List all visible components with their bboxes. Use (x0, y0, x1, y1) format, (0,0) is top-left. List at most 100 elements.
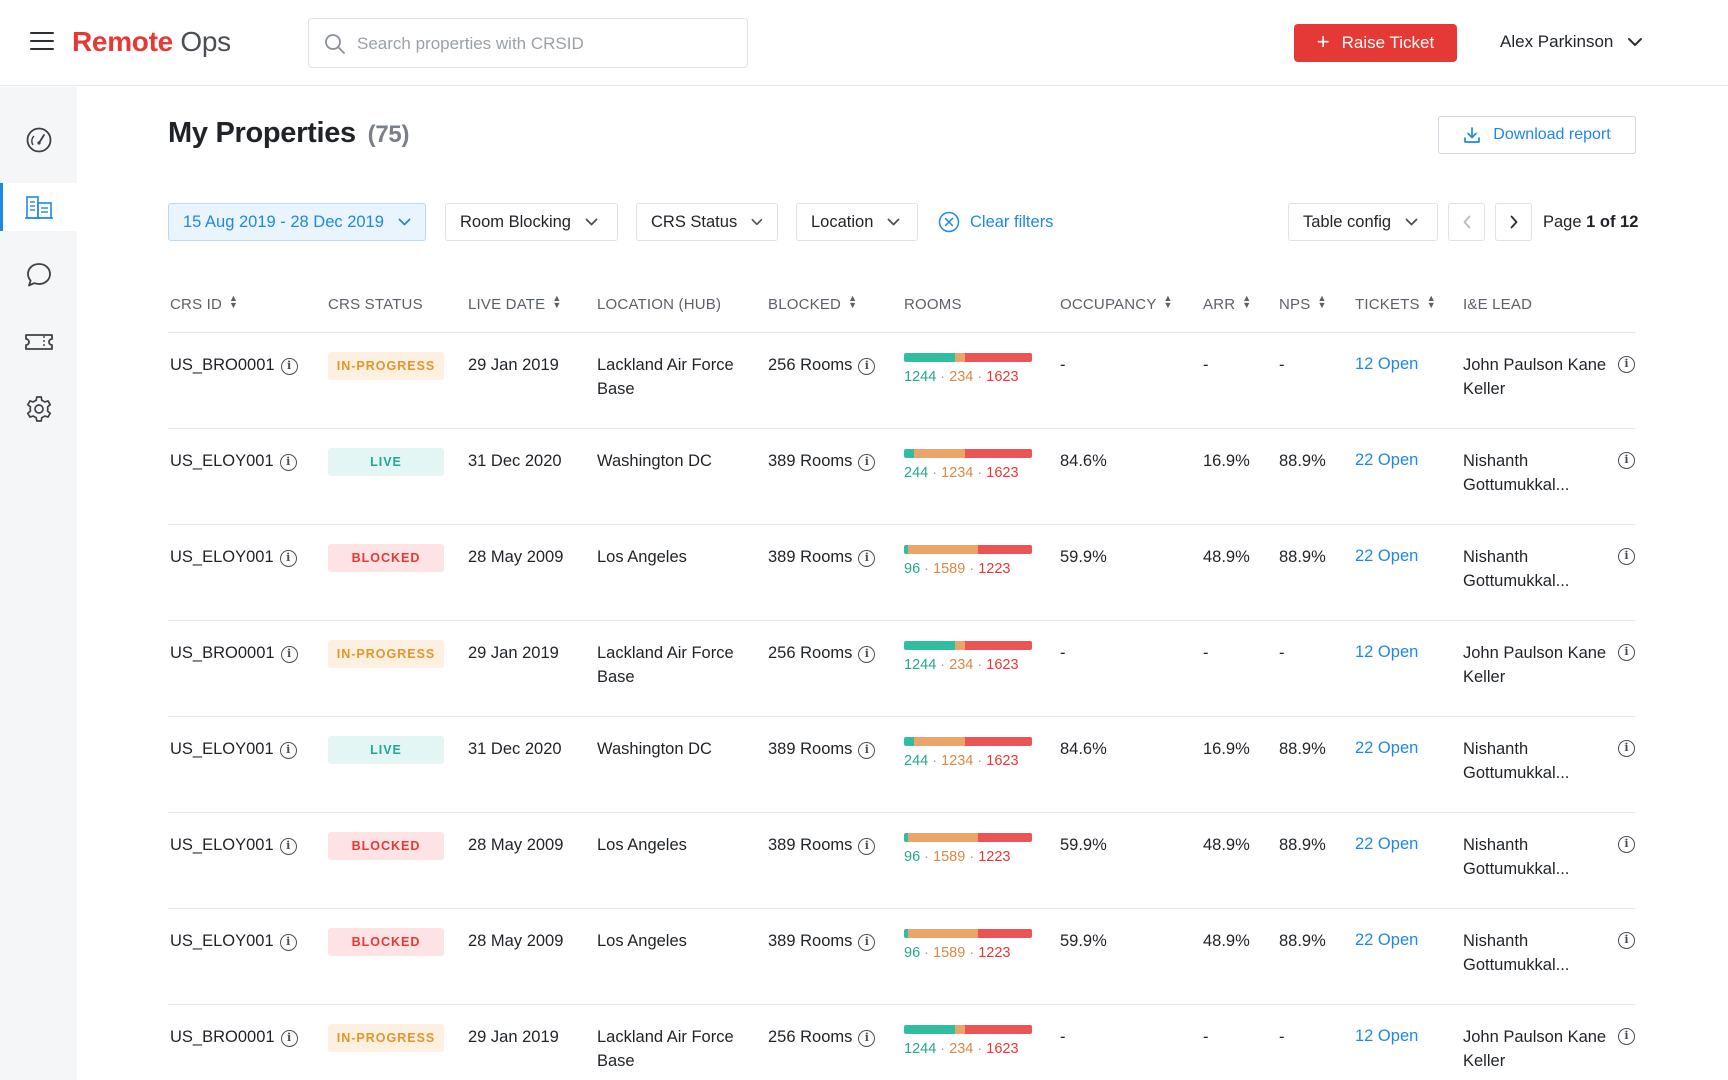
column-header-live-date[interactable]: LIVE DATE ▲ ▼ (468, 287, 562, 333)
tickets-link[interactable]: 12 Open (1355, 1027, 1419, 1045)
search-box[interactable] (308, 18, 748, 68)
column-label: ROOMS (904, 296, 962, 313)
sidebar-item-settings[interactable] (0, 385, 77, 433)
tickets-link[interactable]: 12 Open (1355, 643, 1419, 661)
table-row[interactable]: US_ELOY001 i BLOCKED 28 May 2009 Los Angeles… (168, 813, 1636, 909)
table-row[interactable]: US_BRO0001 i IN-PROGRESS 29 Jan 2019 Lacklan… (168, 333, 1636, 429)
blocked-cell: 389 Rooms i (768, 737, 876, 761)
sidebar-item-dashboard[interactable] (0, 116, 77, 164)
separator: · (936, 369, 950, 385)
crs-id-cell: US_ELOY001 i (170, 929, 297, 953)
info-icon[interactable]: i (1618, 548, 1635, 565)
table-header: CRS ID ▲ ▼ CRS STATUS LIVE DATE ▲ ▼ LOCATION… (168, 287, 1636, 333)
download-report-button[interactable]: Download report (1438, 116, 1636, 154)
column-header-arr[interactable]: ARR ▲ ▼ (1203, 287, 1251, 333)
rooms-bar-segment (955, 1025, 965, 1034)
settings-icon (26, 396, 51, 422)
info-icon[interactable]: i (1618, 836, 1635, 853)
info-icon[interactable]: i (858, 358, 876, 375)
user-menu[interactable]: Alex Parkinson (1500, 32, 1643, 52)
status-badge: IN-PROGRESS (328, 352, 444, 380)
info-icon[interactable]: i (1618, 644, 1635, 661)
rooms-bar (904, 833, 1032, 842)
info-icon[interactable]: i (280, 646, 298, 663)
info-icon[interactable]: i (858, 838, 876, 855)
info-icon[interactable]: i (858, 742, 876, 759)
column-label: CRS STATUS (328, 296, 423, 313)
info-icon[interactable]: i (1618, 1028, 1635, 1045)
tickets-link[interactable]: 22 Open (1355, 547, 1419, 565)
info-icon[interactable]: i (858, 1030, 876, 1047)
column-label: ARR (1203, 296, 1236, 313)
column-header-occupancy[interactable]: OCCUPANCY ▲ ▼ (1060, 287, 1173, 333)
rooms-bar-segment (904, 1025, 956, 1034)
info-icon[interactable]: i (1618, 356, 1635, 373)
crs-id: US_ELOY001 (170, 548, 274, 566)
blocked-cell: 389 Rooms i (768, 929, 876, 953)
raise-ticket-button[interactable]: + Raise Ticket (1294, 24, 1457, 62)
crs-id: US_BRO0001 (170, 356, 275, 374)
info-icon[interactable]: i (858, 550, 876, 567)
table-row[interactable]: US_BRO0001 i IN-PROGRESS 29 Jan 2019 Lacklan… (168, 1005, 1636, 1080)
info-icon[interactable]: i (279, 742, 297, 759)
page-title: My Properties (75) (168, 117, 409, 150)
sort-icon: ▲ ▼ (848, 293, 858, 310)
sidebar-item-tickets[interactable] (0, 318, 77, 366)
sidebar-item-messages[interactable] (0, 251, 77, 299)
column-header-blocked[interactable]: BLOCKED ▲ ▼ (768, 287, 857, 333)
occupancy: - (1060, 356, 1066, 374)
tickets-link[interactable]: 22 Open (1355, 835, 1419, 853)
location-filter[interactable]: Location (796, 203, 918, 241)
info-icon[interactable]: i (279, 454, 297, 471)
table-row[interactable]: US_BRO0001 i IN-PROGRESS 29 Jan 2019 Lacklan… (168, 621, 1636, 717)
clear-filters-button[interactable]: Clear filters (938, 203, 1053, 241)
ie-lead: John Paulson Kane Keller (1463, 644, 1607, 686)
rooms-bar-segment (904, 929, 909, 938)
info-icon[interactable]: i (280, 358, 298, 375)
rooms-bar-segment (904, 737, 915, 746)
tickets-link[interactable]: 12 Open (1355, 355, 1419, 373)
previous-page-button[interactable] (1448, 203, 1485, 241)
info-icon[interactable]: i (1618, 740, 1635, 757)
crs-status-filter[interactable]: CRS Status (636, 203, 778, 241)
page-current: 1 of 12 (1586, 213, 1639, 231)
info-icon[interactable]: i (858, 646, 876, 663)
table-row[interactable]: US_ELOY001 i BLOCKED 28 May 2009 Los Angeles… (168, 525, 1636, 621)
room-blocking-filter[interactable]: Room Blocking (445, 203, 618, 241)
info-icon[interactable]: i (1618, 932, 1635, 949)
table-config-dropdown[interactable]: Table config (1288, 203, 1438, 241)
date-range-filter[interactable]: 15 Aug 2019 - 28 Dec 2019 (168, 203, 426, 241)
search-icon (325, 34, 345, 54)
tickets-link[interactable]: 22 Open (1355, 739, 1419, 757)
rooms-bar-segment (904, 833, 909, 842)
info-icon[interactable]: i (279, 838, 297, 855)
rooms-bar-segment (955, 353, 965, 362)
column-header-crs-id[interactable]: CRS ID ▲ ▼ (170, 287, 238, 333)
ie-lead: Nishanth Gottumukkal... (1463, 740, 1570, 782)
column-header-nps[interactable]: NPS ▲ ▼ (1279, 287, 1327, 333)
rooms-count-pending: 234 (949, 657, 974, 673)
hamburger-menu-icon[interactable] (30, 32, 54, 52)
tickets-link[interactable]: 22 Open (1355, 451, 1419, 469)
search-input[interactable] (357, 27, 737, 61)
info-icon[interactable]: i (858, 454, 876, 471)
info-icon[interactable]: i (279, 550, 297, 567)
nps: - (1279, 356, 1285, 374)
app-logo[interactable]: Remote Ops (72, 26, 231, 58)
info-icon[interactable]: i (858, 934, 876, 951)
column-header-tickets[interactable]: TICKETS ▲ ▼ (1355, 287, 1436, 333)
blocked-cell: 256 Rooms i (768, 1025, 876, 1049)
sidebar-item-properties[interactable] (0, 183, 77, 231)
info-icon[interactable]: i (279, 934, 297, 951)
table-row[interactable]: US_ELOY001 i BLOCKED 28 May 2009 Los Angeles… (168, 909, 1636, 1005)
next-page-button[interactable] (1495, 203, 1532, 241)
table-row[interactable]: US_ELOY001 i LIVE 31 Dec 2020 Washington DC 3… (168, 429, 1636, 525)
status-badge: IN-PROGRESS (328, 1024, 444, 1052)
tickets-link[interactable]: 22 Open (1355, 931, 1419, 949)
info-icon[interactable]: i (280, 1030, 298, 1047)
table-row[interactable]: US_ELOY001 i LIVE 31 Dec 2020 Washington DC 3… (168, 717, 1636, 813)
crs-id: US_ELOY001 (170, 452, 274, 470)
info-icon[interactable]: i (1618, 452, 1635, 469)
separator: · (973, 465, 987, 481)
status-badge: LIVE (328, 736, 444, 764)
